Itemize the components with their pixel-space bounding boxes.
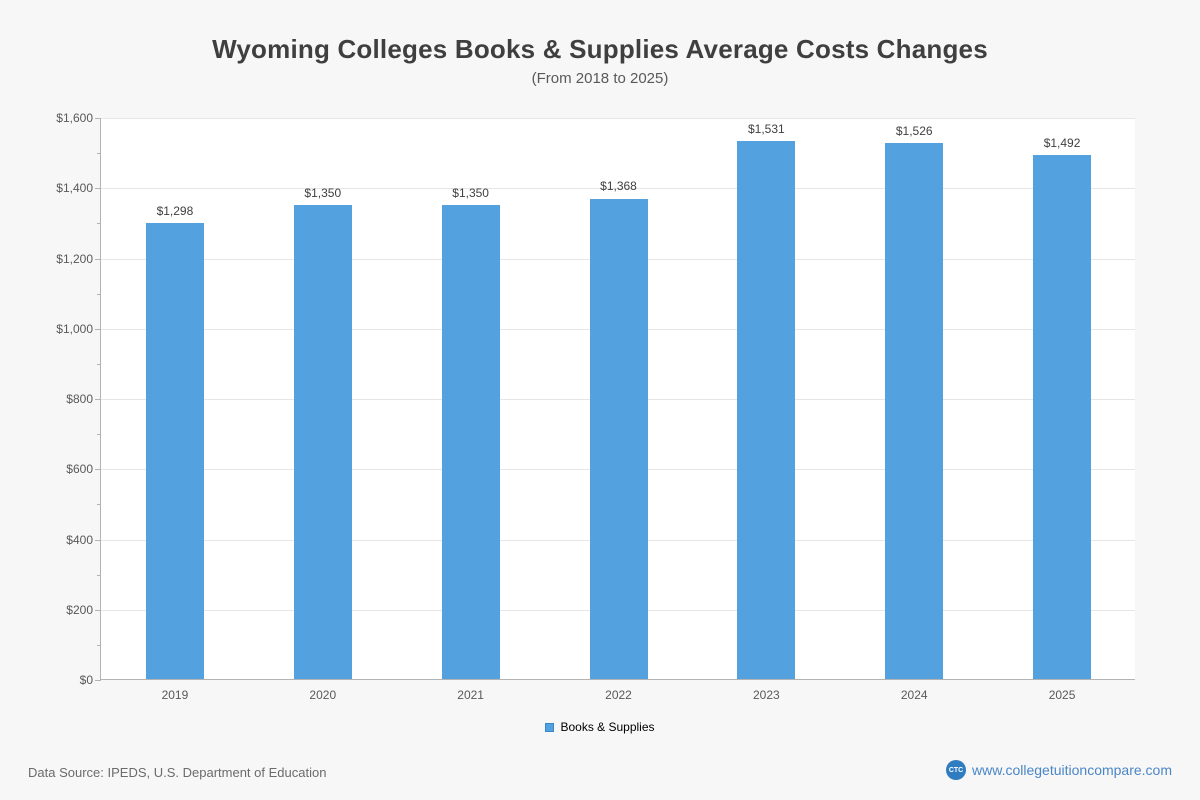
- x-axis-label: 2024: [900, 688, 928, 702]
- y-axis-label: $200: [66, 602, 93, 617]
- bar-2024[interactable]: [885, 143, 944, 679]
- bar-2025[interactable]: [1033, 154, 1092, 679]
- bar-value-label: $1,350: [304, 185, 342, 200]
- y-axis-major-tick: [95, 328, 101, 330]
- y-axis-major-tick: [95, 399, 101, 400]
- y-axis-major-tick: [95, 118, 101, 119]
- y-axis-major-tick: [95, 680, 101, 681]
- y-axis-label: $400: [66, 532, 93, 547]
- bar-value-label: $1,526: [895, 123, 933, 138]
- legend: Books & Supplies: [0, 720, 1200, 734]
- y-axis-major-tick: [95, 188, 101, 190]
- bar-2021[interactable]: [441, 204, 500, 679]
- x-axis-label: 2020: [309, 688, 337, 702]
- gridline: [101, 118, 1135, 119]
- x-axis-label: 2019: [161, 688, 189, 702]
- ctc-logo-icon: CTC: [946, 760, 967, 780]
- y-axis-minor-tick: [97, 223, 101, 225]
- y-axis-label: $800: [66, 392, 93, 406]
- y-axis-minor-tick: [97, 644, 101, 646]
- bar-2022[interactable]: [589, 198, 648, 679]
- y-axis-minor-tick: [97, 504, 101, 506]
- legend-swatch: [545, 722, 555, 732]
- bar-2019[interactable]: [145, 223, 204, 679]
- y-axis-label: $1,200: [56, 251, 93, 266]
- footer-site[interactable]: CTC www.collegetuitioncompare.com: [946, 760, 1172, 780]
- x-axis-label: 2022: [605, 688, 632, 702]
- y-axis-label: $600: [66, 462, 93, 477]
- bar-value-label: $1,298: [156, 204, 194, 219]
- website-link[interactable]: www.collegetuitioncompare.com: [972, 762, 1172, 778]
- legend-label: Books & Supplies: [560, 720, 655, 734]
- bar-value-label: $1,492: [1043, 135, 1081, 150]
- y-axis-major-tick: [95, 469, 101, 471]
- bar-value-label: $1,350: [452, 185, 489, 200]
- chart-subtitle: (From 2018 to 2025): [531, 70, 669, 87]
- data-source-text: Data Source: IPEDS, U.S. Department of E…: [28, 765, 327, 780]
- y-axis-major-tick: [95, 609, 101, 611]
- y-axis-minor-tick: [97, 574, 101, 576]
- y-axis-minor-tick: [97, 434, 101, 436]
- y-axis-label: $1,600: [56, 111, 93, 125]
- chart-title: Wyoming Colleges Books & Supplies Averag…: [212, 34, 988, 64]
- y-axis-label: $1,400: [56, 181, 93, 196]
- bar-2023[interactable]: [737, 141, 796, 679]
- y-axis-label: $1,000: [56, 321, 93, 336]
- gridline: [101, 188, 1135, 190]
- y-axis-minor-tick: [97, 293, 101, 295]
- y-axis-minor-tick: [97, 153, 101, 155]
- y-axis-minor-tick: [97, 363, 101, 365]
- y-axis-label: $0: [79, 673, 93, 687]
- x-axis-label: 2025: [1048, 688, 1076, 702]
- bar-2020[interactable]: [293, 204, 352, 679]
- bar-value-label: $1,368: [600, 179, 637, 194]
- x-axis-label: 2021: [457, 688, 484, 702]
- bar-chart-plot-area: $0 $200 $400 $600 $800 $1,000 $1,200 $1,400 $1,6…: [56, 111, 1135, 702]
- x-axis-label: 2023: [752, 688, 780, 702]
- y-axis-major-tick: [95, 258, 101, 260]
- y-axis-major-tick: [95, 539, 101, 541]
- bar-value-label: $1,531: [747, 122, 785, 137]
